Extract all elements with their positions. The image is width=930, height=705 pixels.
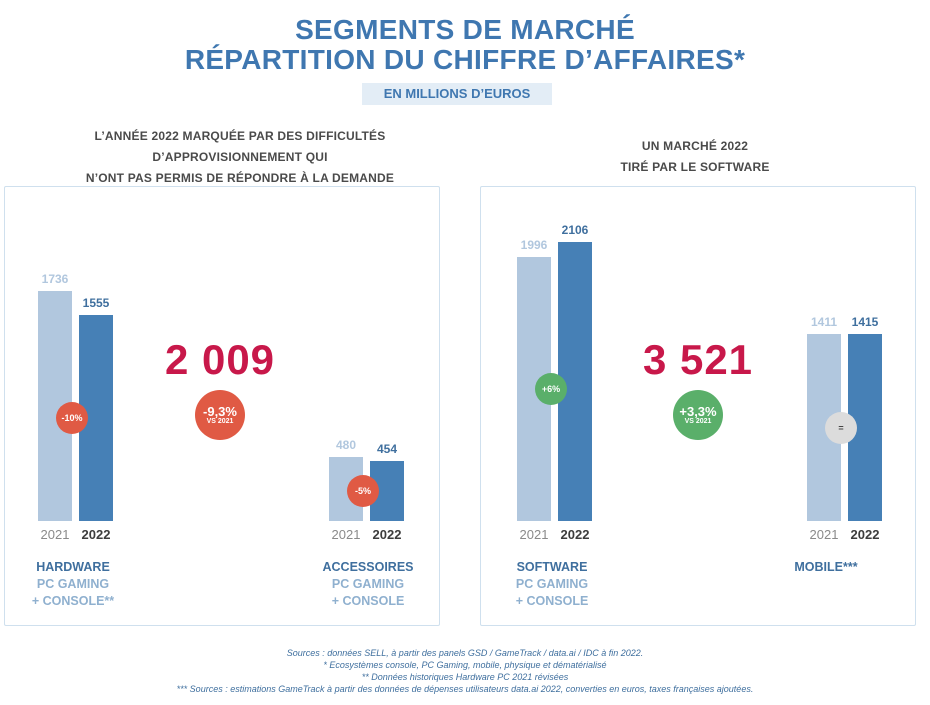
left-panel-frame [4, 186, 440, 626]
accessoires-year-label-2022: 2022 [372, 527, 402, 542]
mobile-segment-label-line: MOBILE*** [794, 560, 858, 574]
software-year-label-2021: 2021 [519, 527, 549, 542]
mobile-year-label-2021: 2021 [809, 527, 839, 542]
accessoires-change-badge: -5% [347, 474, 379, 507]
mobile-value-label-2021: 1411 [810, 315, 838, 330]
hardware-value-label-2022: 1555 [82, 295, 110, 310]
right-caption: UN MARCHÉ 2022 TIRÉ PAR LE SOFTWARE [480, 136, 910, 178]
mobile-change-badge: = [825, 411, 857, 444]
software-change-badge: +6% [535, 372, 567, 405]
accessoires-value-label-2021: 480 [335, 438, 357, 453]
software-value-label-2021: 1996 [520, 237, 548, 252]
accessoires-segment-label-line: PC GAMING [331, 577, 405, 591]
left-total-change: -9,3% [203, 403, 237, 419]
hardware-change-badge: -10% [56, 401, 88, 434]
accessoires-year-label-2021: 2021 [331, 527, 361, 542]
right-total-change-note: VS 2021 [684, 417, 712, 425]
right-total-change: +3,3% [679, 403, 717, 419]
left-caption: L’ANNÉE 2022 MARQUÉE PAR DES DIFFICULTÉS… [20, 126, 460, 189]
mobile-value-label-2022: 1415 [851, 314, 879, 329]
accessoires-segment-label-line: ACCESSOIRES [322, 560, 414, 574]
software-segment-label-line: PC GAMING [515, 577, 589, 591]
right-total-value: 3 521 [642, 336, 754, 383]
accessoires-segment-label: ACCESSOIRES PC GAMING + CONSOLE [293, 559, 443, 610]
software-value-label-2022: 2106 [561, 222, 589, 237]
hardware-segment-label: HARDWARE PC GAMING + CONSOLE** [0, 559, 148, 610]
title-line-1: SEGMENTS DE MARCHÉ [295, 14, 635, 45]
left-total-value: 2 009 [164, 336, 276, 383]
left-caption-line: N’ONT PAS PERMIS DE RÉPONDRE À LA DEMAND… [85, 171, 395, 185]
right-total-change-badge: +3,3% VS 2021 [673, 390, 723, 440]
left-caption-line: L’ANNÉE 2022 MARQUÉE PAR DES DIFFICULTÉS [94, 129, 386, 143]
hardware-segment-label-line: PC GAMING [36, 577, 110, 591]
right-panel-frame [480, 186, 916, 626]
right-caption-line: TIRÉ PAR LE SOFTWARE [620, 160, 770, 174]
left-total-change-note: VS 2021 [206, 417, 234, 425]
footnote-line: ** Données historiques Hardware PC 2021 … [361, 672, 569, 682]
software-segment-label-line: SOFTWARE [516, 560, 588, 574]
left-total-change-badge: -9,3% VS 2021 [195, 390, 245, 440]
unit-subtitle: EN MILLIONS D’EUROS [362, 83, 552, 105]
accessoires-segment-label-line: + CONSOLE [331, 594, 405, 608]
hardware-segment-label-line: + CONSOLE** [31, 594, 115, 608]
software-year-label-2022: 2022 [560, 527, 590, 542]
footnote-line: *** Sources : estimations GameTrack à pa… [176, 684, 754, 694]
software-segment-label: SOFTWARE PC GAMING + CONSOLE [477, 559, 627, 610]
software-segment-label-line: + CONSOLE [515, 594, 589, 608]
left-caption-line: D’APPROVISIONNEMENT QUI [152, 150, 328, 164]
footnotes: Sources : données SELL, à partir des pan… [0, 647, 930, 695]
hardware-year-label-2022: 2022 [81, 527, 111, 542]
right-caption-line: UN MARCHÉ 2022 [641, 139, 749, 153]
hardware-value-label-2021: 1736 [41, 271, 69, 286]
mobile-segment-label: MOBILE*** [751, 559, 901, 576]
hardware-year-label-2021: 2021 [40, 527, 70, 542]
footnote-line: Sources : données SELL, à partir des pan… [286, 648, 644, 658]
title-line-2: RÉPARTITION DU CHIFFRE D’AFFAIRES* [184, 44, 746, 75]
footnote-line: * Ecosystèmes console, PC Gaming, mobile… [323, 660, 607, 670]
hardware-segment-label-line: HARDWARE [36, 560, 110, 574]
mobile-year-label-2022: 2022 [850, 527, 880, 542]
accessoires-value-label-2022: 454 [376, 441, 398, 456]
